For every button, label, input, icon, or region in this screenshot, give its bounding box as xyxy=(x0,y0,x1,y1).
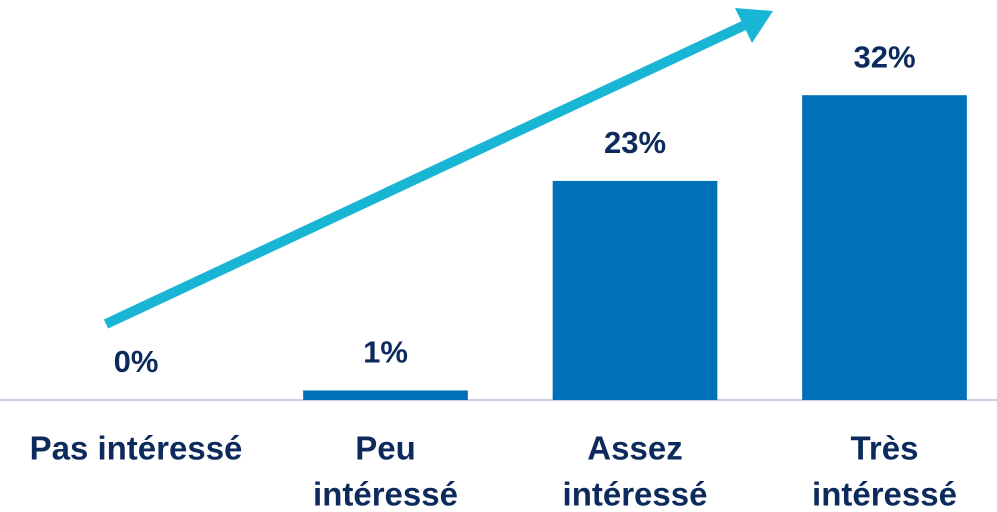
category-label: Peu xyxy=(355,430,416,467)
category-label: intéressé xyxy=(563,476,708,512)
category-label: intéressé xyxy=(313,476,458,512)
category-label: intéressé xyxy=(812,476,957,512)
value-label: 23% xyxy=(604,125,666,160)
category-label: Très xyxy=(851,430,919,467)
arrow-head xyxy=(735,8,773,43)
value-label: 1% xyxy=(363,335,408,370)
value-label: 32% xyxy=(853,39,915,74)
category-label: Pas intéressé xyxy=(30,430,243,467)
bar xyxy=(552,180,718,400)
category-label: Assez xyxy=(587,430,682,467)
bar xyxy=(802,95,967,400)
bar xyxy=(303,390,468,400)
value-label: 0% xyxy=(114,344,159,379)
trend-arrow xyxy=(103,8,773,329)
arrow-shaft xyxy=(103,20,748,329)
